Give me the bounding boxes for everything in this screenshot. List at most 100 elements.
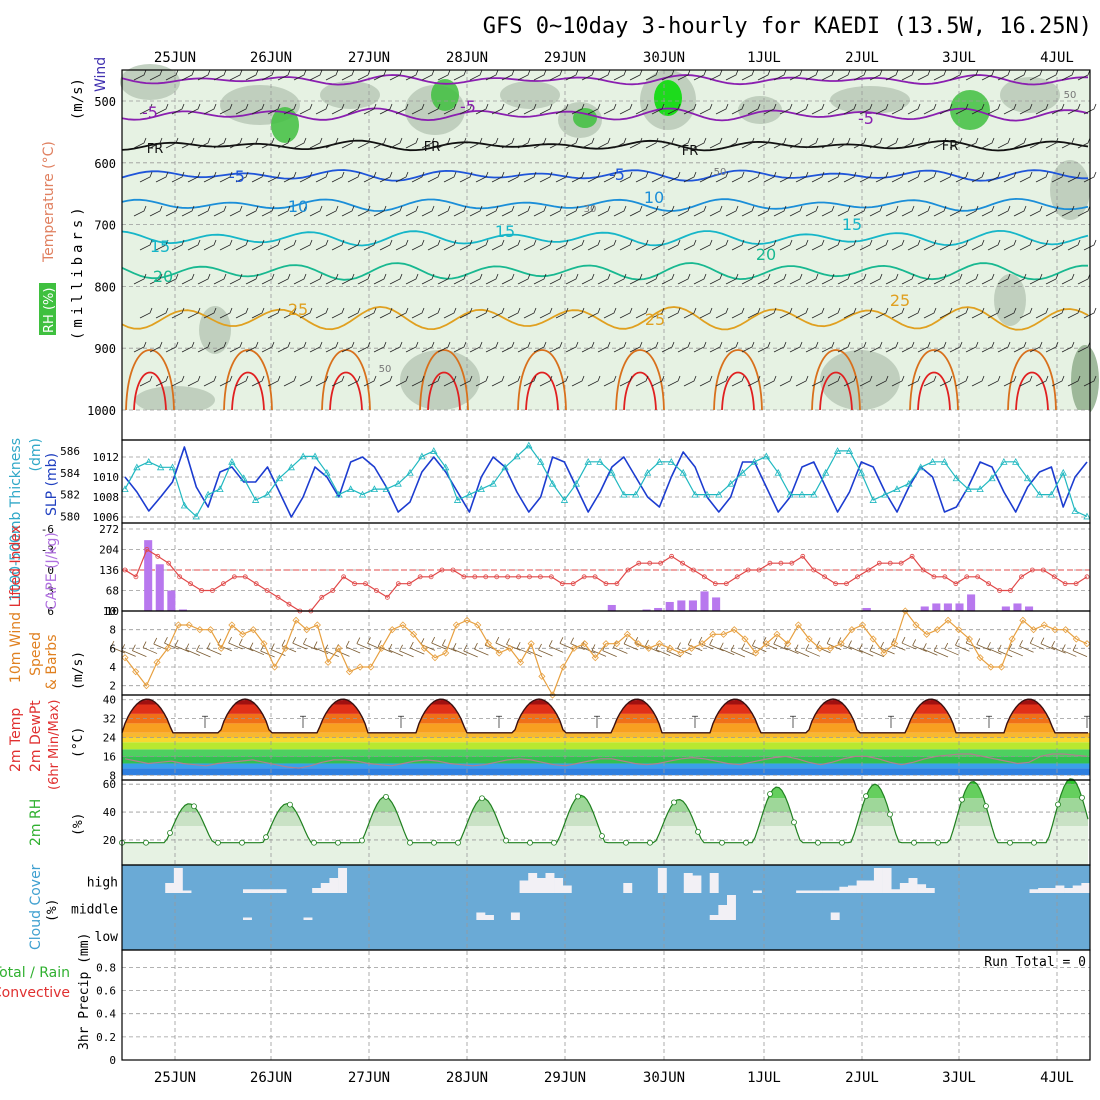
wind-speed-point bbox=[185, 621, 193, 629]
isotherm-loop bbox=[517, 349, 567, 411]
thickness-point bbox=[608, 468, 616, 476]
wind-barb bbox=[683, 171, 697, 183]
cloud-cell bbox=[709, 873, 719, 893]
wind-speed-point bbox=[548, 691, 557, 699]
wind-barb bbox=[357, 273, 371, 285]
wind-barb bbox=[1061, 69, 1075, 81]
rh-point bbox=[623, 839, 629, 846]
wind-barb bbox=[853, 137, 867, 149]
data-layer: -5 -5 -5 FR FR FR FR -5 -5 10 10 15 15 15 20 20 25 25 25 50… bbox=[110, 69, 1097, 920]
rh-legend-swatch bbox=[39, 283, 56, 335]
wind-speed-point bbox=[132, 668, 140, 676]
cloud-cell bbox=[1064, 888, 1074, 893]
wind-speed-point bbox=[345, 668, 354, 676]
wind-barb bbox=[773, 637, 788, 651]
contour-label: 25 bbox=[890, 291, 910, 310]
wind-barb bbox=[565, 69, 579, 81]
wind-barb bbox=[110, 640, 126, 654]
wind-barb bbox=[373, 69, 387, 81]
thickness-point bbox=[192, 512, 200, 520]
rh-area bbox=[1000, 77, 1060, 113]
wind-barb bbox=[213, 341, 227, 353]
wind-barb bbox=[955, 171, 969, 183]
wind-barb bbox=[763, 239, 777, 251]
wind-barb bbox=[149, 273, 163, 285]
contour-label: 20 bbox=[153, 267, 173, 286]
wind-barb bbox=[437, 341, 451, 353]
wind-barb bbox=[133, 273, 147, 285]
contour-label: 50 bbox=[1064, 90, 1077, 101]
thickness-point bbox=[928, 458, 937, 465]
wind-barb bbox=[907, 103, 921, 115]
wind-speed-point bbox=[442, 649, 450, 657]
rh-point bbox=[311, 839, 317, 846]
wind-barb bbox=[459, 307, 473, 319]
wind-barb bbox=[944, 642, 959, 656]
wind-barb bbox=[747, 239, 761, 251]
thickness-point bbox=[418, 452, 426, 460]
wind-barb bbox=[315, 171, 329, 183]
wind-barb bbox=[245, 69, 259, 81]
wind-barb bbox=[827, 239, 841, 251]
wind-barb bbox=[1083, 375, 1097, 387]
wind-barb bbox=[437, 205, 451, 217]
tick-label: 586 bbox=[60, 445, 80, 458]
isotherm-loop bbox=[615, 349, 665, 411]
wind-barb bbox=[203, 375, 217, 387]
wind-barb bbox=[251, 103, 265, 115]
wind-barb bbox=[1029, 137, 1043, 149]
wind-barb bbox=[155, 239, 169, 251]
wind-barb bbox=[181, 69, 195, 81]
lifted-index-point bbox=[286, 601, 292, 607]
wind-barb bbox=[922, 643, 938, 656]
lifted-index-point bbox=[242, 574, 248, 580]
wind-barb bbox=[309, 137, 323, 149]
rh-area bbox=[820, 350, 900, 410]
wind-barb bbox=[523, 239, 537, 251]
cloud-cell bbox=[260, 889, 270, 893]
lifted-index-point bbox=[669, 553, 674, 559]
wind-barb bbox=[917, 341, 931, 353]
lifted-index-point bbox=[461, 574, 467, 580]
contour-label: 15 bbox=[150, 237, 170, 256]
wind-barb bbox=[987, 375, 1001, 387]
wind-barb bbox=[709, 273, 723, 285]
contour-label: FR bbox=[424, 140, 441, 155]
thickness-point bbox=[216, 485, 224, 493]
wind-barb bbox=[229, 205, 243, 217]
wind-barb bbox=[1077, 137, 1091, 149]
thickness-point bbox=[632, 490, 640, 498]
wind-barb bbox=[811, 375, 825, 387]
wind-barb bbox=[1051, 103, 1065, 115]
axis-label: Cloud Cover bbox=[28, 864, 44, 950]
wind-barb bbox=[133, 69, 147, 81]
wind-barb bbox=[213, 205, 227, 217]
cloud-cell bbox=[268, 889, 278, 893]
thickness-point bbox=[715, 490, 723, 498]
wind-barb bbox=[811, 171, 825, 183]
wind-speed-point bbox=[516, 658, 525, 666]
thickness-point bbox=[988, 474, 996, 482]
thickness-point bbox=[501, 463, 509, 471]
rh-point bbox=[791, 819, 797, 826]
wind-barb bbox=[667, 103, 681, 115]
lifted-index-point bbox=[625, 567, 631, 573]
panel-frame bbox=[121, 522, 1091, 612]
wind-barb bbox=[709, 137, 723, 149]
cape-bar bbox=[862, 607, 871, 611]
wind-barb bbox=[1077, 341, 1091, 353]
wind-barb bbox=[357, 341, 371, 353]
wind-barb bbox=[475, 375, 489, 387]
wind-barb bbox=[677, 341, 691, 353]
lifted-index-point bbox=[166, 560, 172, 566]
wind-barb bbox=[965, 341, 979, 353]
wind-barb bbox=[389, 205, 403, 217]
wind-barb bbox=[661, 273, 675, 285]
cloud-cell bbox=[623, 883, 633, 893]
wind-barb bbox=[121, 644, 136, 657]
contour-label: 10 bbox=[288, 197, 308, 216]
wind-barb bbox=[971, 171, 985, 183]
wind-barb bbox=[581, 69, 595, 81]
wind-barb bbox=[645, 273, 659, 285]
wind-barb bbox=[731, 171, 745, 183]
